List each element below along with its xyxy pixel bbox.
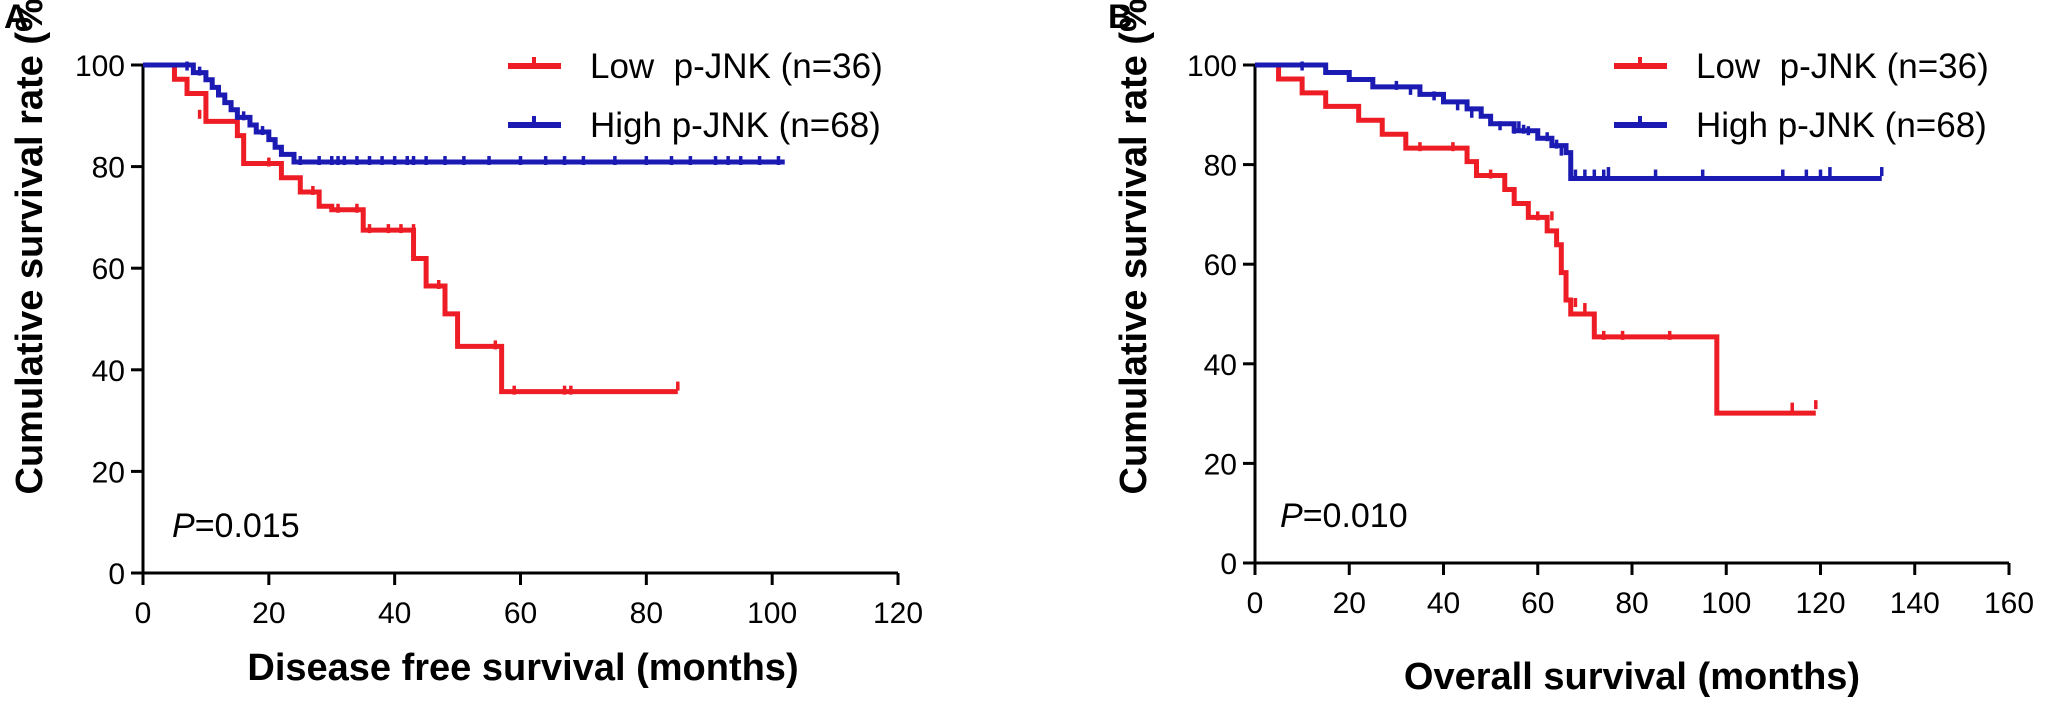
panel-b-p-number: =0.010 <box>1303 497 1408 535</box>
panel-a-x-tick-label: 60 <box>504 597 537 630</box>
panel-b-y-axis-title: Cumulative survival rate (%) <box>1113 0 1155 494</box>
panel-b-x-tick-label: 120 <box>1795 587 1845 620</box>
panel-a-legend-entry-high: High p-JNK (n=68) <box>508 106 881 145</box>
panel-b-plot-area <box>1255 61 1884 416</box>
panel-a-x-tick-label: 40 <box>378 597 411 630</box>
panel-a-p-value: P=0.015 <box>172 507 300 545</box>
panel-b-y-tick-label: 100 <box>1187 50 1237 83</box>
panel-a-p-letter: P <box>172 507 195 545</box>
panel-b-x-tick-label: 40 <box>1427 587 1460 620</box>
panel-a-legend-entry-low: Low p-JNK (n=36) <box>508 47 883 86</box>
panel-b-legend-entry-low: Low p-JNK (n=36) <box>1614 47 1989 86</box>
panel-b-curve-low <box>1255 62 1816 416</box>
panel-a-y-tick-label: 40 <box>92 355 125 388</box>
panel-b-curve-high <box>1255 62 1882 182</box>
panel-a-x-tick-label: 80 <box>630 597 663 630</box>
panel-b-legend-label-high: High p-JNK (n=68) <box>1696 106 1987 145</box>
panel-b-x-tick-label: 160 <box>1984 587 2034 620</box>
panel-b-legend-entry-high: High p-JNK (n=68) <box>1614 106 1987 145</box>
panel-b-p-letter: P <box>1280 497 1303 535</box>
panel-b-x-tick-label: 60 <box>1521 587 1554 620</box>
panel-a-x-tick-label: 20 <box>252 597 285 630</box>
panel-a-p-number: =0.015 <box>195 507 300 545</box>
panel-b-y-ticks: 0 20 40 60 80 100 <box>1187 50 1255 581</box>
panel-a-axes <box>141 65 898 575</box>
panel-a-y-tick-label: 60 <box>92 253 125 286</box>
panel-b-legend-label-low: Low p-JNK (n=36) <box>1696 47 1989 86</box>
panel-a-y-tick-label: 0 <box>108 558 125 591</box>
panel-b-y-tick-label: 60 <box>1204 249 1237 282</box>
panel-b-x-tick-label: 80 <box>1615 587 1648 620</box>
panel-a-x-axis-title: Disease free survival (months) <box>247 647 798 689</box>
panel-b-x-axis-title: Overall survival (months) <box>1404 656 1860 698</box>
panel-b: B Cumulative survival rate (%) Overall s… <box>1108 0 2034 698</box>
panel-a-curve-high <box>143 62 785 165</box>
panel-a-y-axis-title: Cumulative survival rate (%) <box>9 0 51 494</box>
panel-b-letter: B <box>1108 0 1133 36</box>
panel-b-y-tick-label: 80 <box>1204 150 1237 183</box>
panel-a-y-tick-label: 100 <box>75 50 125 83</box>
panel-a-curve-low <box>143 62 678 395</box>
panel-a: A Cumulative survival rate (%) Disease f… <box>4 0 923 689</box>
panel-b-p-value: P=0.010 <box>1280 497 1408 535</box>
panel-b-x-tick-label: 20 <box>1333 587 1366 620</box>
panel-b-x-ticks: 0 20 40 60 80 100 120 140 160 <box>1247 563 2034 620</box>
panel-a-x-tick-label: 120 <box>873 597 923 630</box>
panel-a-y-tick-label: 80 <box>92 152 125 185</box>
panel-a-y-ticks: 0 20 40 60 80 100 <box>75 50 143 591</box>
panel-b-x-tick-label: 140 <box>1890 587 1940 620</box>
panel-a-letter: A <box>4 0 29 36</box>
panel-b-x-tick-label: 100 <box>1701 587 1751 620</box>
panel-b-x-tick-label: 0 <box>1247 587 1264 620</box>
panel-a-legend-label-low: Low p-JNK (n=36) <box>590 47 883 86</box>
panel-a-x-ticks: 0 20 40 60 80 100 120 <box>135 573 923 630</box>
panel-b-legend: Low p-JNK (n=36) High p-JNK (n=68) <box>1614 47 1989 145</box>
panel-a-y-tick-label: 20 <box>92 456 125 489</box>
panel-a-legend: Low p-JNK (n=36) High p-JNK (n=68) <box>508 47 883 145</box>
panel-b-y-tick-label: 40 <box>1204 349 1237 382</box>
panel-b-y-tick-label: 0 <box>1220 548 1237 581</box>
panel-a-x-tick-label: 100 <box>747 597 797 630</box>
panel-a-legend-label-high: High p-JNK (n=68) <box>590 106 881 145</box>
panel-a-x-tick-label: 0 <box>135 597 152 630</box>
panel-b-axes <box>1253 65 2009 565</box>
panel-a-plot-area <box>143 61 785 395</box>
panel-b-y-tick-label: 20 <box>1204 448 1237 481</box>
